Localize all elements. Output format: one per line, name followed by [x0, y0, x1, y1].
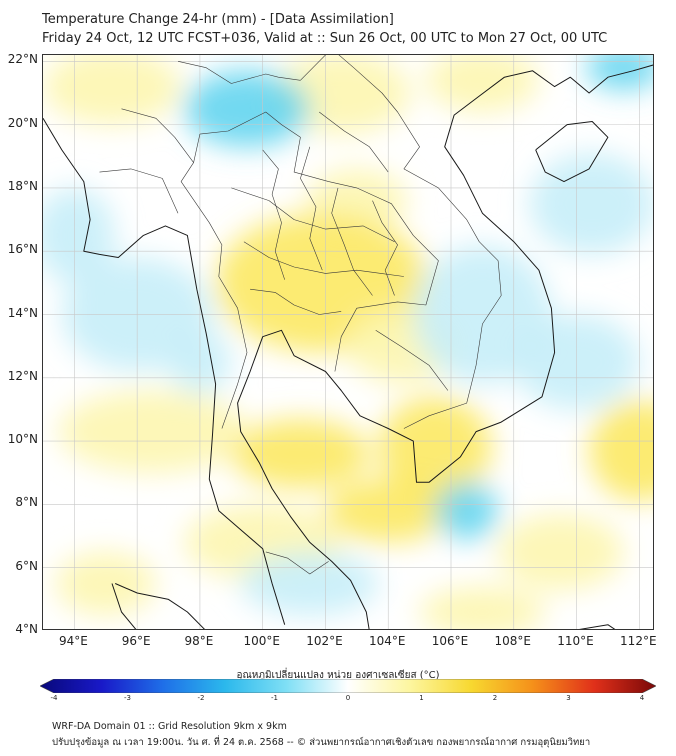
temperature-map [43, 55, 653, 629]
north-west-warm [43, 55, 182, 125]
lon-tick-label: 102°E [306, 634, 343, 648]
thai-internal-5 [331, 187, 373, 296]
mainland-coast [43, 118, 286, 625]
west-cool [43, 187, 116, 283]
cambodia-internal [375, 330, 449, 391]
thai-internal-6 [300, 146, 323, 271]
myanmar-internal [99, 168, 179, 214]
thai-internal-4 [262, 149, 285, 280]
gulf-warm [231, 418, 370, 489]
thai-internal-1 [231, 187, 395, 242]
thai-malay-border [265, 551, 329, 575]
colorbar-tick-label: 3 [566, 694, 571, 702]
sumatra-west [111, 583, 137, 629]
lat-tick-label: 22°N [7, 52, 38, 67]
colorbar-label: อุณหภูมิเปลี่ยนแปลง หน่วย องศาเซลเซียส (… [236, 670, 440, 681]
lat-tick-label: 10°N [7, 432, 38, 447]
northeast-warm [425, 55, 539, 112]
boundaries [99, 55, 502, 575]
lon-tick-label: 106°E [431, 634, 469, 648]
lat-tick-label: 12°N [7, 368, 38, 383]
southwest-warm [55, 551, 156, 616]
thai-internal-3 [250, 288, 342, 315]
colorbar-tick-label: 2 [492, 694, 498, 702]
gulf-cool [435, 482, 499, 540]
gulf-west-coast [237, 64, 653, 543]
myanmar-internal-2 [121, 108, 194, 163]
lon-tick-label: 110°E [557, 634, 594, 648]
mekong-delta-warm [378, 396, 492, 499]
lon-tick-label: 100°E [243, 634, 280, 648]
south-china-sea-warm [498, 513, 624, 590]
lat-tick-label: 4°N [15, 622, 38, 636]
lat-tick-label: 20°N [7, 115, 38, 130]
coastlines [43, 64, 653, 629]
chart-title: Temperature Change 24-hr (mm) - [Data As… [42, 12, 394, 27]
lat-tick-label: 18°N [7, 178, 38, 193]
model-info: WRF-DA Domain 01 :: Grid Resolution 9km … [52, 721, 287, 732]
myanmar-north-cool [184, 70, 310, 147]
chart-subtitle: Friday 24 Oct, 12 UTC FCST+036, Valid at… [42, 31, 608, 46]
east-malaysia-coast [309, 542, 370, 629]
colorbar-tick-label: -3 [124, 694, 131, 702]
map-panel [42, 54, 654, 630]
lat-tick-label: 16°N [7, 242, 38, 257]
thai-internal-2 [243, 241, 404, 277]
lon-tick-label: 112°E [620, 634, 657, 648]
lat-tick-label: 8°N [15, 495, 38, 510]
update-info: ปรับปรุงข้อมูล ณ เวลา 19:00น. วัน ศ. ที่… [52, 737, 591, 748]
malay-cool [240, 551, 379, 616]
lat-tick-label: 6°N [15, 558, 38, 573]
graticule [43, 55, 653, 629]
temperature-field [43, 55, 653, 629]
colorbar-tick-label: 1 [419, 694, 424, 702]
lon-tick-label: 108°E [494, 634, 532, 648]
laos-vietnam-border [300, 55, 502, 429]
east-warm [589, 399, 653, 502]
thailand-border [199, 111, 439, 372]
scs-north-cool [529, 153, 653, 255]
myanmar-border [177, 61, 301, 84]
colorbar-tick-label: -1 [271, 694, 278, 702]
colorbar-tick-label: -2 [197, 694, 205, 702]
hainan-coast [535, 121, 609, 183]
sumatra-coast [115, 583, 205, 629]
colorbar-scale [40, 679, 656, 693]
colorbar-tick-label: -4 [50, 694, 58, 702]
lon-tick-label: 98°E [184, 634, 214, 648]
borneo-coast [579, 624, 616, 629]
lat-tick-label: 14°N [7, 305, 38, 320]
laos-internal [319, 111, 389, 173]
myanmar-thai-west [180, 134, 248, 429]
thai-internal-7 [372, 200, 398, 296]
lon-tick-label: 96°E [121, 634, 151, 648]
lon-tick-label: 94°E [58, 634, 88, 648]
colorbar-tick-label: 0 [345, 694, 351, 702]
lon-tick-label: 104°E [368, 634, 406, 648]
colorbar-tick-label: 4 [639, 694, 645, 702]
colorbar [40, 679, 656, 693]
andaman-warm [58, 390, 247, 473]
